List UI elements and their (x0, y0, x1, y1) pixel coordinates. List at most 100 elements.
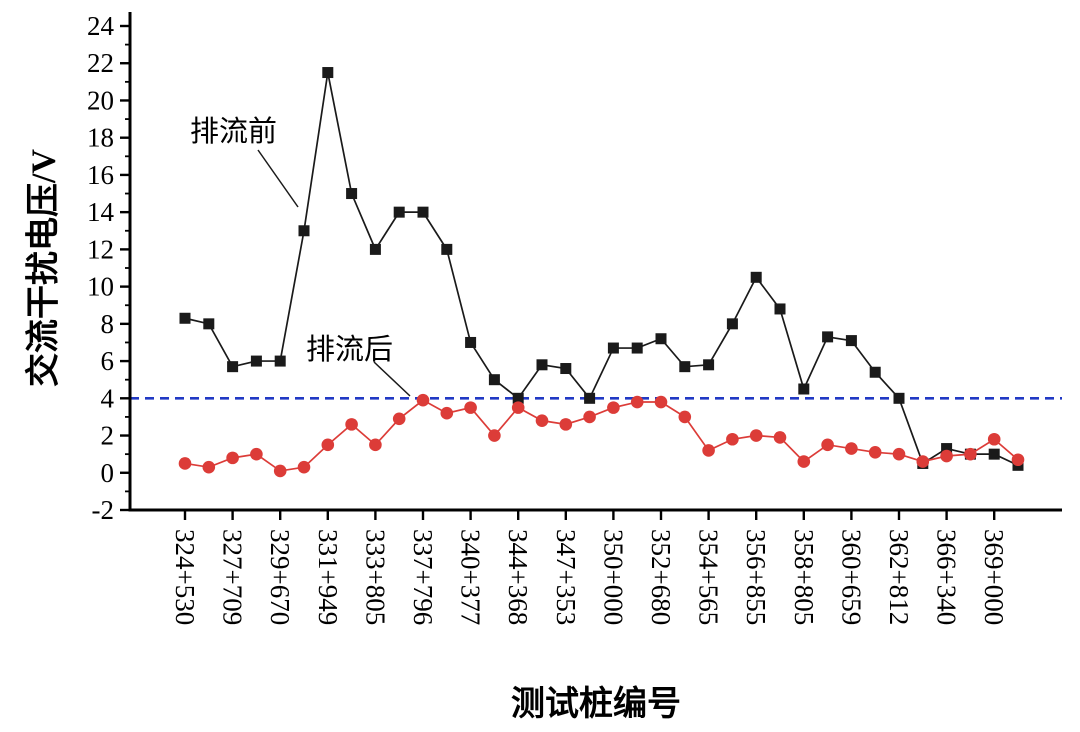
data-point-square (845, 335, 857, 347)
x-tick-label: 344+368 (503, 529, 533, 625)
x-tick-label: 331+949 (313, 529, 343, 625)
y-tick-label: 0 (101, 458, 115, 488)
data-point-square (369, 243, 381, 255)
y-tick-label: 10 (87, 272, 114, 302)
data-point-square (250, 355, 262, 367)
annotation-label-before-drainage: 排流前 (190, 116, 278, 148)
data-point-square (512, 392, 524, 404)
x-tick-label: 369+000 (979, 529, 1009, 625)
x-axis-title: 测试桩编号 (511, 686, 681, 723)
data-point-circle (749, 429, 763, 442)
y-tick-label: 8 (101, 309, 115, 339)
data-point-circle (987, 432, 1001, 446)
y-tick-label: 14 (87, 197, 115, 227)
data-point-circle (559, 418, 573, 431)
data-point-circle (321, 438, 335, 452)
data-point-circle (964, 447, 977, 461)
data-point-square (322, 67, 334, 79)
data-point-circle (821, 438, 834, 452)
data-point-circle (940, 449, 953, 463)
y-tick-label: -2 (92, 495, 115, 525)
data-point-circle (369, 438, 382, 452)
data-point-circle (583, 410, 596, 424)
annotation-leader-line (257, 149, 299, 208)
x-tick-label: 354+565 (694, 529, 724, 625)
data-point-circle (464, 401, 477, 414)
data-point-square (774, 303, 786, 315)
data-point-square (584, 392, 596, 404)
data-point-square (417, 206, 429, 218)
data-point-circle (297, 460, 311, 474)
y-tick-label: 4 (101, 383, 115, 413)
data-point-square (941, 443, 953, 455)
data-point-square (179, 312, 191, 324)
y-tick-label: 12 (87, 234, 114, 264)
data-point-square (631, 342, 643, 354)
data-point-circle (1011, 453, 1025, 467)
data-point-circle (845, 442, 858, 455)
data-point-square (607, 342, 619, 354)
y-tick-label: 2 (101, 421, 115, 451)
data-point-circle (916, 455, 930, 468)
data-point-circle (678, 410, 692, 424)
x-tick-label: 347+353 (551, 529, 581, 625)
y-tick-label: 22 (87, 48, 114, 78)
data-point-square (703, 359, 715, 371)
data-point-circle (440, 406, 454, 420)
data-point-square (679, 361, 691, 373)
data-point-circle (488, 429, 501, 442)
data-point-square (536, 359, 548, 371)
x-tick-label: 358+805 (789, 529, 819, 625)
data-point-circle (511, 401, 525, 414)
data-point-circle (535, 414, 549, 427)
data-point-circle (226, 451, 239, 465)
data-point-square (988, 448, 1000, 460)
annotation-label-after-drainage: 排流后 (306, 334, 394, 366)
y-tick-label: 18 (87, 123, 114, 153)
y-tick-label: 16 (87, 160, 114, 190)
data-point-square (274, 355, 286, 367)
data-point-circle (630, 395, 644, 409)
data-point-circle (392, 412, 406, 426)
x-tick-label: 356+855 (741, 529, 771, 625)
y-axis-title: 交流干扰电压/V (25, 149, 63, 387)
series-line-before-drainage (184, 72, 1019, 467)
data-point-circle (868, 445, 882, 459)
data-point-square (822, 331, 834, 343)
data-point-circle (726, 432, 739, 446)
data-point-square (393, 206, 405, 218)
x-tick-label: 366+340 (932, 529, 962, 625)
data-point-square (465, 336, 477, 348)
x-tick-label: 362+812 (884, 529, 914, 625)
data-point-square (346, 188, 358, 200)
data-point-circle (178, 457, 192, 470)
data-point-circle (892, 447, 906, 461)
data-point-circle (273, 464, 287, 478)
data-point-square (655, 333, 667, 345)
data-point-circle (202, 460, 216, 474)
data-point-circle (607, 401, 620, 414)
x-tick-label: 333+805 (360, 529, 390, 625)
data-point-circle (250, 447, 263, 461)
x-tick-label: 340+377 (456, 529, 486, 625)
x-tick-label: 352+680 (646, 529, 676, 625)
data-point-square (869, 366, 881, 378)
x-tick-label: 329+670 (265, 529, 295, 625)
x-tick-label: 327+709 (218, 529, 248, 625)
data-point-circle (416, 393, 430, 407)
data-point-square (798, 383, 810, 395)
data-point-square (750, 271, 762, 283)
data-point-square (298, 225, 310, 237)
data-point-circle (345, 418, 358, 431)
data-point-circle (797, 455, 811, 468)
y-tick-label: 20 (87, 85, 114, 115)
y-tick-label: 6 (101, 346, 115, 376)
x-tick-label: 360+659 (836, 529, 866, 625)
data-point-square (488, 374, 500, 386)
data-point-circle (654, 395, 668, 409)
data-point-square (893, 392, 905, 404)
x-tick-label: 337+796 (408, 529, 438, 625)
x-tick-label: 350+000 (598, 529, 628, 625)
